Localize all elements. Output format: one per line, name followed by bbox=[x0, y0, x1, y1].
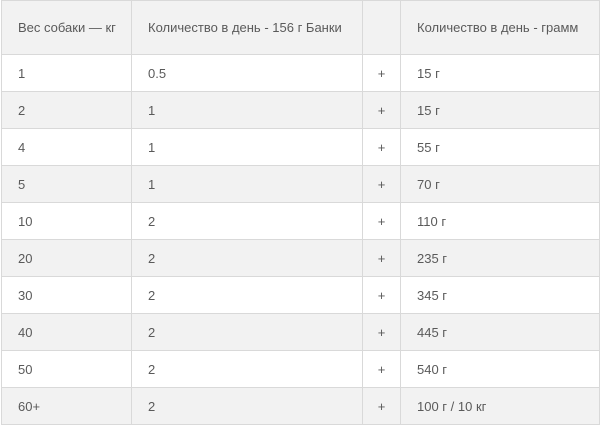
cell-grams: 445 г bbox=[400, 313, 600, 351]
cell-weight: 30 bbox=[1, 276, 132, 314]
cell-plus: + bbox=[362, 54, 401, 92]
table-row: 2 1 +15 г bbox=[1, 91, 600, 129]
header-cans-per-day: Количество в день - 156 г Банки bbox=[131, 0, 363, 55]
cell-plus: + bbox=[362, 91, 401, 129]
table-row: 1 0.5 +15 г bbox=[1, 54, 600, 92]
cell-grams: 345 г bbox=[400, 276, 600, 314]
cell-cans: 2 bbox=[131, 202, 363, 240]
header-plus bbox=[362, 0, 401, 55]
cell-plus: + bbox=[362, 276, 401, 314]
table-row: 20 2 +235 г bbox=[1, 239, 600, 277]
header-grams-per-day: Количество в день - грамм bbox=[400, 0, 600, 55]
cell-grams: 110 г bbox=[400, 202, 600, 240]
cell-cans: 2 bbox=[131, 276, 363, 314]
cell-weight: 60+ bbox=[1, 387, 132, 425]
cell-weight: 20 bbox=[1, 239, 132, 277]
cell-cans: 2 bbox=[131, 239, 363, 277]
cell-weight: 4 bbox=[1, 128, 132, 166]
header-weight: Вес собаки — кг bbox=[1, 0, 132, 55]
cell-plus: + bbox=[362, 239, 401, 277]
cell-grams: 15 г bbox=[400, 54, 600, 92]
cell-plus: + bbox=[362, 313, 401, 351]
cell-cans: 2 bbox=[131, 313, 363, 351]
table-row: 10 2 +110 г bbox=[1, 202, 600, 240]
table-row: 5 1 +70 г bbox=[1, 165, 600, 203]
cell-cans: 2 bbox=[131, 350, 363, 388]
cell-grams: 100 г / 10 кг bbox=[400, 387, 600, 425]
cell-grams: 70 г bbox=[400, 165, 600, 203]
cell-grams: 55 г bbox=[400, 128, 600, 166]
cell-plus: + bbox=[362, 350, 401, 388]
cell-cans: 1 bbox=[131, 165, 363, 203]
cell-weight: 2 bbox=[1, 91, 132, 129]
cell-cans: 0.5 bbox=[131, 54, 363, 92]
cell-weight: 1 bbox=[1, 54, 132, 92]
cell-cans: 1 bbox=[131, 128, 363, 166]
table-row: 30 2 +345 г bbox=[1, 276, 600, 314]
cell-cans: 1 bbox=[131, 91, 363, 129]
cell-plus: + bbox=[362, 128, 401, 166]
cell-grams: 235 г bbox=[400, 239, 600, 277]
table-header-row: Вес собаки — кг Количество в день - 156 … bbox=[1, 0, 600, 55]
cell-plus: + bbox=[362, 202, 401, 240]
cell-plus: + bbox=[362, 387, 401, 425]
cell-weight: 50 bbox=[1, 350, 132, 388]
cell-plus: + bbox=[362, 165, 401, 203]
cell-weight: 5 bbox=[1, 165, 132, 203]
table-row: 4 1 +55 г bbox=[1, 128, 600, 166]
cell-cans: 2 bbox=[131, 387, 363, 425]
cell-weight: 40 bbox=[1, 313, 132, 351]
table-row: 40 2 +445 г bbox=[1, 313, 600, 351]
table-row: 50 2 +540 г bbox=[1, 350, 600, 388]
cell-grams: 540 г bbox=[400, 350, 600, 388]
cell-grams: 15 г bbox=[400, 91, 600, 129]
cell-weight: 10 bbox=[1, 202, 132, 240]
table-row: 60+ 2 +100 г / 10 кг bbox=[1, 387, 600, 425]
